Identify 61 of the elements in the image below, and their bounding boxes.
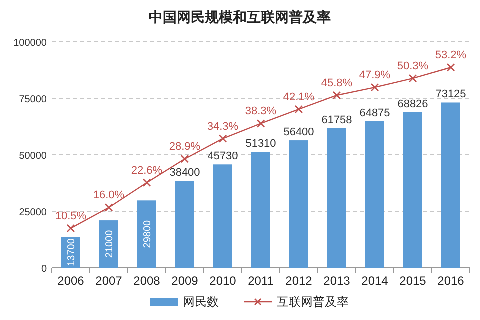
data-label: 38.3%: [245, 106, 277, 118]
bar: [328, 128, 346, 268]
x-tick-label: 2015: [400, 274, 427, 288]
data-label: 51310: [246, 138, 276, 150]
data-label: 68826: [398, 98, 428, 110]
bar: [214, 164, 232, 268]
data-label: 64875: [360, 107, 390, 120]
x-tick-label: 2007: [96, 274, 123, 288]
x-tick-label: 2013: [324, 274, 351, 288]
data-label: 42.1%: [283, 91, 315, 104]
x-tick-label: 2006: [58, 274, 85, 288]
point: [256, 120, 266, 128]
bar: [366, 121, 384, 268]
x-tick-label: 2012: [286, 274, 313, 288]
point: [104, 204, 114, 212]
point: [332, 91, 342, 100]
point: [408, 74, 418, 83]
data-label: 22.6%: [131, 164, 163, 177]
y-tick-label: 50000: [19, 151, 48, 162]
point: [66, 224, 76, 233]
x-tick-label: 2010: [210, 274, 237, 288]
x-tick-label: 2011: [248, 274, 274, 288]
data-label: 10.5%: [55, 210, 87, 222]
point: [446, 63, 456, 72]
data-label: 73125: [436, 88, 466, 101]
data-label: 34.3%: [207, 120, 239, 133]
point: [370, 83, 380, 92]
bar: [176, 181, 194, 268]
data-label: 50.3%: [397, 60, 429, 73]
bar: [442, 102, 460, 268]
y-tick-label: 100000: [14, 38, 48, 49]
data-label: 45730: [208, 150, 238, 163]
data-label: 56400: [284, 126, 314, 139]
data-label: 61758: [322, 114, 352, 126]
bar: [138, 200, 156, 268]
x-tick-label: 2014: [362, 274, 389, 288]
data-label: 29800: [142, 220, 154, 248]
point: [142, 178, 152, 188]
bar: [404, 112, 422, 268]
chart-title: 中国网民规模和互联网普及率: [149, 9, 331, 25]
y-tick-label: 75000: [19, 94, 48, 106]
y-tick-label: 25000: [19, 208, 48, 218]
data-label: 21000: [104, 230, 116, 258]
legend-label: 互联网普及率: [277, 295, 349, 309]
legend-label: 网民数: [183, 295, 219, 309]
data-label: 13700: [66, 238, 78, 266]
bar: [252, 152, 270, 268]
data-label: 16.0%: [93, 190, 125, 202]
y-tick-label: 0: [41, 264, 48, 275]
bar: [290, 140, 308, 268]
x-tick-label: 2016: [438, 274, 465, 288]
point: [294, 105, 304, 114]
x-tick-label: 2009: [172, 274, 199, 288]
data-label: 47.9%: [359, 70, 391, 82]
data-label: 45.8%: [321, 77, 353, 90]
point: [218, 134, 228, 143]
data-label: 38400: [170, 167, 200, 180]
data-label: 53.2%: [435, 50, 467, 62]
point: [180, 154, 190, 164]
data-label: 28.9%: [169, 141, 201, 154]
x-tick-label: 2008: [134, 274, 161, 288]
